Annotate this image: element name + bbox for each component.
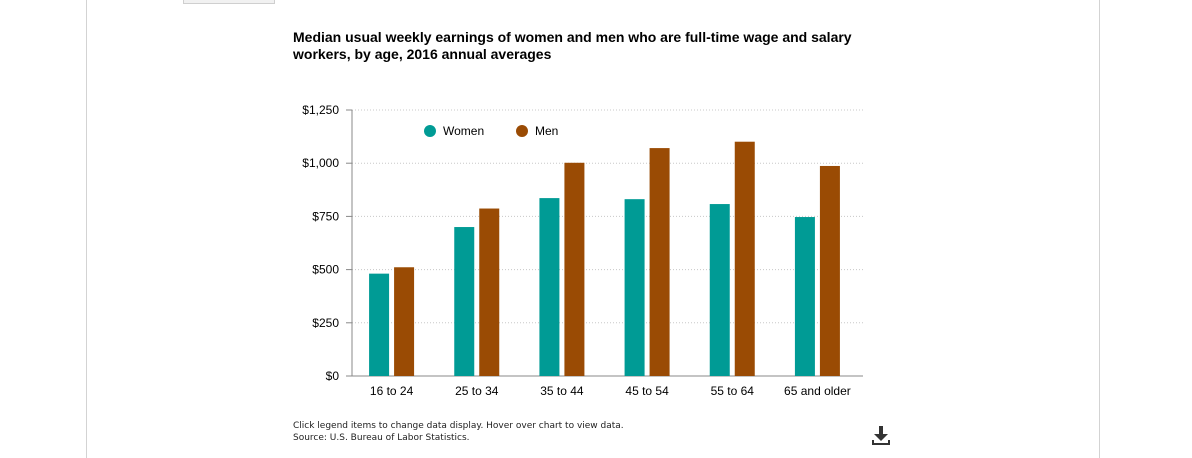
- legend-label-men[interactable]: Men: [535, 124, 558, 138]
- bar-men-3[interactable]: [649, 148, 670, 376]
- x-tick-label: 55 to 64: [711, 384, 755, 398]
- bar-men-5[interactable]: [819, 165, 840, 376]
- page-frame: [86, 0, 1100, 458]
- bar-women-3[interactable]: [624, 199, 645, 376]
- chart-title-line-2: workers, by age, 2016 annual averages: [293, 46, 552, 62]
- y-tick-label: $500: [312, 263, 339, 277]
- chart-footnote: Click legend items to change data displa…: [293, 420, 624, 444]
- chart-title: Median usual weekly earnings of women an…: [293, 29, 853, 63]
- bar-women-0[interactable]: [369, 273, 390, 376]
- top-tab[interactable]: [183, 0, 275, 4]
- bar-women-4[interactable]: [709, 204, 730, 376]
- footnote-instructions: Click legend items to change data displa…: [293, 421, 624, 431]
- bar-men-0[interactable]: [394, 267, 415, 376]
- x-tick-label: 16 to 24: [370, 384, 414, 398]
- y-tick-label: $750: [312, 209, 339, 223]
- x-tick-label: 25 to 34: [455, 384, 499, 398]
- bar-men-1[interactable]: [479, 208, 500, 376]
- y-tick-label: $1,250: [302, 103, 339, 117]
- bar-men-2[interactable]: [564, 162, 585, 376]
- bar-women-5[interactable]: [794, 217, 815, 376]
- y-tick-label: $250: [312, 316, 339, 330]
- legend-label-women[interactable]: Women: [443, 124, 484, 138]
- bar-women-2[interactable]: [539, 198, 560, 376]
- y-tick-label: $0: [326, 369, 340, 383]
- footnote-source: Source: U.S. Bureau of Labor Statistics.: [293, 433, 470, 443]
- bar-men-4[interactable]: [734, 141, 755, 376]
- legend-marker-men[interactable]: [516, 125, 528, 137]
- chart-title-line-1: Median usual weekly earnings of women an…: [293, 29, 852, 45]
- x-tick-label: 65 and older: [784, 384, 851, 398]
- y-tick-label: $1,000: [302, 156, 339, 170]
- x-tick-label: 35 to 44: [540, 384, 584, 398]
- x-tick-label: 45 to 54: [625, 384, 669, 398]
- legend-marker-women[interactable]: [424, 125, 436, 137]
- download-icon[interactable]: [871, 424, 891, 446]
- bar-women-1[interactable]: [454, 227, 475, 376]
